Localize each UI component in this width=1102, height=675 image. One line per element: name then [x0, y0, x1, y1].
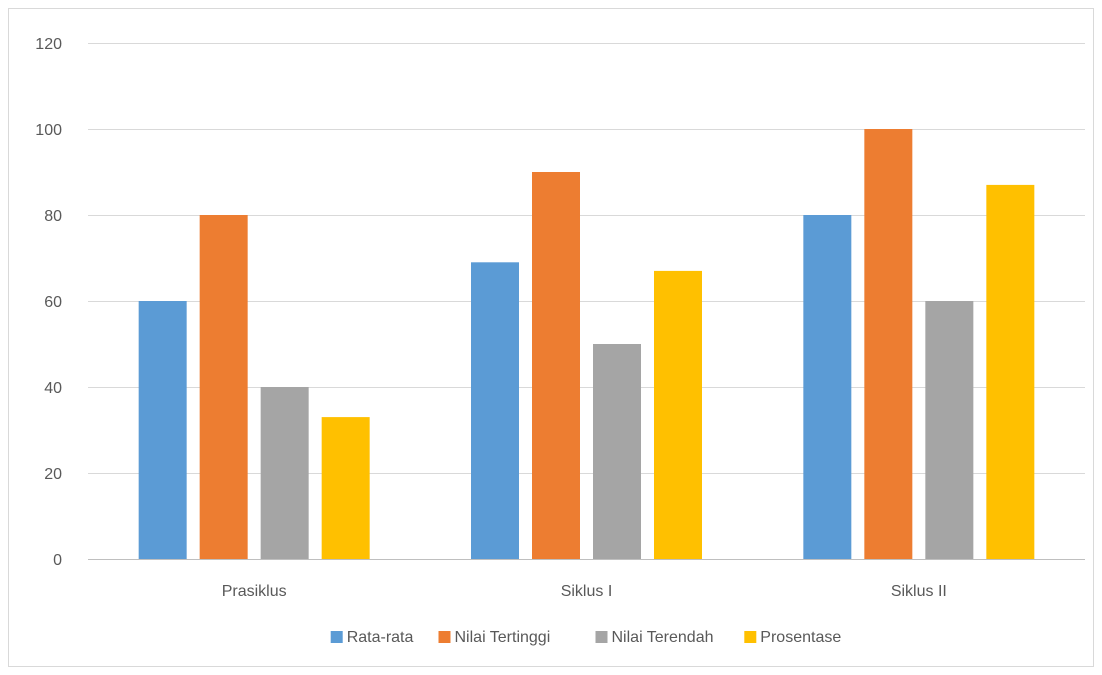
x-category-label: Prasiklus: [222, 583, 287, 600]
y-tick-label: 80: [44, 208, 62, 225]
bar-rata-rata-siklus-i: [471, 262, 519, 559]
y-tick-label: 120: [35, 36, 62, 53]
bar-prosentase-siklus-ii: [986, 184, 1035, 559]
bar-nilai-tertinggi-prasiklus: [199, 215, 248, 559]
legend-swatch: [744, 631, 757, 643]
legend-swatch: [330, 631, 343, 643]
legend: Rata-rata Nilai Tertinggi Nilai Terendah Pr…: [330, 629, 841, 646]
legend-label: Nilai Tertinggi: [455, 629, 551, 646]
bar-nilai-terendah-siklus-ii: [925, 301, 974, 559]
bars: [138, 129, 1035, 559]
bar-nilai-tertinggi-siklus-i: [532, 172, 580, 559]
y-tick-label: 40: [44, 380, 62, 397]
bar-prosentase-siklus-i: [654, 270, 702, 559]
bar-nilai-terendah-prasiklus: [260, 387, 309, 559]
legend-swatch: [438, 631, 451, 643]
x-category-label: Siklus I: [561, 583, 613, 600]
bar-nilai-terendah-siklus-i: [593, 344, 641, 559]
legend-label: Rata-rata: [347, 629, 414, 646]
y-tick-label: 60: [44, 294, 62, 311]
bar-rata-rata-siklus-ii: [803, 215, 852, 559]
bar-prosentase-prasiklus: [321, 417, 370, 559]
legend-label: Nilai Terendah: [612, 629, 714, 646]
y-tick-label: 20: [44, 466, 62, 483]
legend-swatch: [595, 631, 608, 643]
x-category-label: Siklus II: [891, 583, 947, 600]
bar-nilai-tertinggi-siklus-ii: [864, 129, 913, 559]
y-axis-tick-labels: 0 20 40 60 80 100 120: [35, 36, 62, 569]
grid-lines: [88, 43, 1085, 560]
x-axis-category-labels: Prasiklus Siklus I Siklus II: [222, 583, 947, 600]
legend-label: Prosentase: [760, 629, 841, 646]
bar-rata-rata-prasiklus: [138, 301, 187, 559]
y-tick-label: 100: [35, 122, 62, 139]
y-tick-label: 0: [53, 552, 62, 569]
